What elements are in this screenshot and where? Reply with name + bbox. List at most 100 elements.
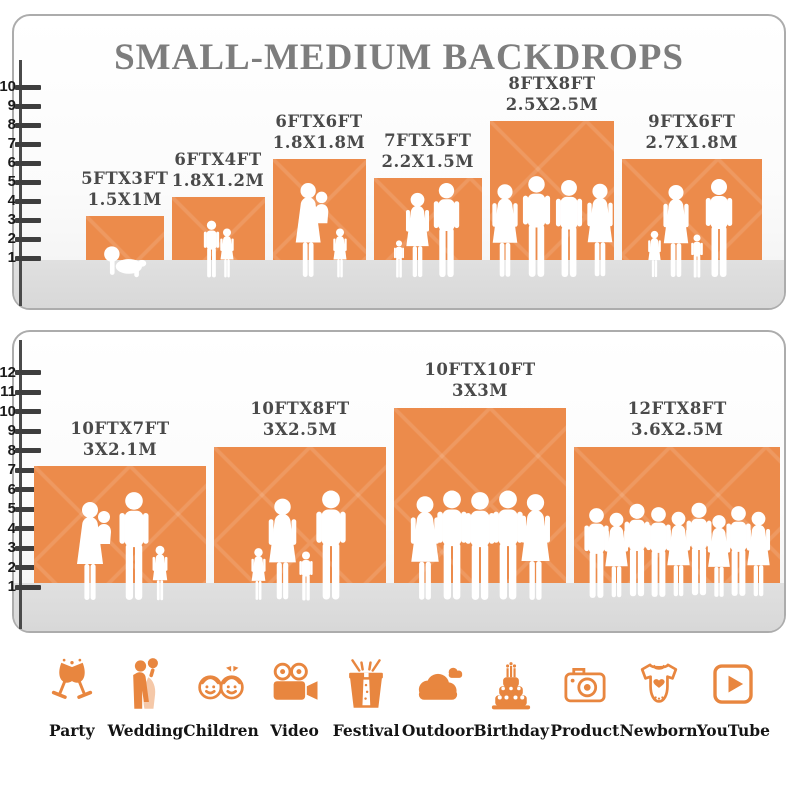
- baby-silhouette: [100, 244, 150, 278]
- backdrop-bars-top: 5FTX3FT 1.5X1M 6FTX4FT 1.8X1.2M: [81, 74, 762, 260]
- size-m-label: 3X2.5M: [262, 420, 338, 440]
- ruler-tick: [15, 370, 41, 375]
- size-ft-label: 8FTX8FT: [508, 73, 596, 93]
- video-icon: [267, 656, 323, 712]
- category-youtube: YouTube: [697, 656, 770, 740]
- backdrop-size-label: 12FTX8FT 3.6X2.5M: [599, 398, 755, 440]
- woman-silhouette: [583, 182, 617, 278]
- ruler-tick: [15, 122, 41, 128]
- backdrop-bar-5ftx3ft: 5FTX3FT 1.5X1M: [81, 169, 168, 260]
- backdrop-size-label: 10FTX7FT 3X2.1M: [42, 418, 198, 460]
- ruler-tick: [15, 236, 41, 242]
- backdrop-size-label: 5FTX3FT 1.5X1M: [47, 168, 203, 210]
- size-ft-label: 10FTX7FT: [70, 418, 170, 438]
- category-birthday: Birthday: [474, 656, 549, 740]
- silhouette-group: [574, 497, 780, 601]
- woman-silhouette: [743, 507, 774, 601]
- ruler-number: 6: [7, 154, 16, 171]
- backdrop-bar-10ftx8ft: 10FTX8FT 3X2.5M: [214, 399, 386, 584]
- backdrop-bar-10ftx10ft: 10FTX10FT 3X3M: [394, 360, 566, 584]
- ruler-number: 4: [7, 519, 16, 537]
- mother-child-silhouette: [70, 501, 118, 601]
- silhouette-group: [86, 244, 164, 278]
- ruler-number: 12: [0, 363, 16, 381]
- silhouette-group: [394, 489, 566, 601]
- ruler-tick: [15, 84, 41, 90]
- size-m-label: 2.7X1.8M: [645, 132, 738, 152]
- backdrop-bar-8ftx8ft: 8FTX8FT 2.5X2.5M: [490, 74, 614, 260]
- ruler-number: 10: [0, 402, 16, 420]
- backdrop-bar-7ftx5ft: 7FTX5FT 2.2X1.5M: [373, 131, 482, 260]
- ruler-number: 3: [7, 211, 16, 228]
- small-medium-panel: SMALL-MEDIUM BACKDROPS 10 9 8 7 6 5 4 3 2 1 5FTX3…: [0, 14, 786, 310]
- backdrop-size-label: 8FTX8FT 2.5X2.5M: [474, 73, 630, 115]
- backdrop-size-label: 6FTX4FT 1.8X1.2M: [140, 149, 296, 191]
- youtube-icon: [705, 656, 761, 712]
- outdoor-icon: [410, 656, 466, 712]
- man-silhouette: [551, 179, 587, 278]
- backdrop-bar-9ftx6ft: 9FTX6FT 2.7X1.8M: [622, 112, 762, 260]
- size-ft-label: 6FTX6FT: [275, 111, 363, 131]
- man-silhouette: [114, 491, 154, 601]
- backdrop-size-label: 10FTX8FT 3X2.5M: [222, 398, 378, 440]
- category-party: Party: [36, 656, 108, 740]
- wedding-icon: [117, 656, 173, 712]
- girl-silhouette: [331, 228, 349, 278]
- man-silhouette: [311, 489, 351, 601]
- size-m-label: 1.8X1.8M: [272, 132, 366, 152]
- backdrop-bar-12ftx8ft: 12FTX8FT 3.6X2.5M: [574, 399, 781, 584]
- backdrop-bar-6ftx6ft: 6FTX6FT 1.8X1.8M: [272, 112, 366, 260]
- party-icon: [44, 656, 100, 712]
- ruler-number: 7: [7, 461, 16, 478]
- category-children: Children: [183, 656, 259, 740]
- newborn-icon: [631, 656, 687, 712]
- size-m-label: 1.5X1M: [87, 189, 162, 209]
- page-title: SMALL-MEDIUM BACKDROPS: [114, 37, 684, 78]
- backdrop-size-label: 10FTX10FT 3X3M: [402, 359, 558, 401]
- size-m-label: 3X3M: [451, 381, 509, 401]
- silhouette-group: [214, 489, 386, 601]
- ruler-number: 4: [7, 192, 16, 209]
- ruler-number: 9: [7, 97, 16, 114]
- silhouette-group: [622, 178, 762, 278]
- ruler-number: 7: [7, 135, 16, 152]
- woman-silhouette: [264, 497, 301, 601]
- ruler-number: 2: [7, 230, 16, 247]
- size-ft-label: 7FTX5FT: [384, 130, 472, 150]
- size-ft-label: 12FTX8FT: [627, 399, 727, 419]
- size-m-label: 3.6X2.5M: [630, 420, 724, 440]
- ruler-number: 5: [7, 500, 16, 517]
- size-ft-label: 10FTX8FT: [250, 399, 350, 419]
- man-silhouette: [518, 175, 555, 278]
- backdrop-bar-10ftx7ft: 10FTX7FT 3X2.1M: [34, 419, 206, 583]
- product-icon: [557, 656, 613, 712]
- category-label: Outdoor: [401, 721, 474, 740]
- backdrop-bars-bottom: 10FTX7FT 3X2.1M 10FTX8FT 3X2.5M: [34, 360, 781, 584]
- ruler-tick: [15, 198, 41, 204]
- ruler-tick: [15, 217, 41, 223]
- ruler-number: 9: [7, 422, 16, 439]
- ruler-number: 3: [7, 539, 16, 556]
- ruler-number: 8: [7, 441, 16, 459]
- woman-silhouette: [488, 183, 522, 278]
- backdrop-size-label: 7FTX5FT 2.2X1.5M: [350, 130, 506, 172]
- category-festival: Festival: [330, 656, 402, 740]
- size-ft-label: 10FTX10FT: [424, 360, 536, 380]
- silhouette-group: [374, 182, 483, 278]
- silhouette-group: [34, 491, 206, 601]
- category-label: Product: [550, 721, 620, 740]
- silhouette-group: [273, 182, 366, 278]
- ruler-number: 8: [7, 116, 16, 133]
- backdrop-bar-6ftx4ft: 6FTX4FT 1.8X1.2M: [171, 150, 265, 260]
- ruler-number: 2: [7, 558, 16, 576]
- category-label: Wedding: [107, 721, 184, 740]
- man-silhouette: [429, 182, 464, 278]
- festival-icon: [338, 656, 394, 712]
- category-video: Video: [259, 656, 331, 740]
- ruler-tick: [15, 179, 41, 185]
- category-label: YouTube: [696, 721, 770, 740]
- silhouette-group: [172, 220, 265, 278]
- category-newborn: Newborn: [620, 656, 698, 740]
- girl-silhouette: [218, 228, 236, 278]
